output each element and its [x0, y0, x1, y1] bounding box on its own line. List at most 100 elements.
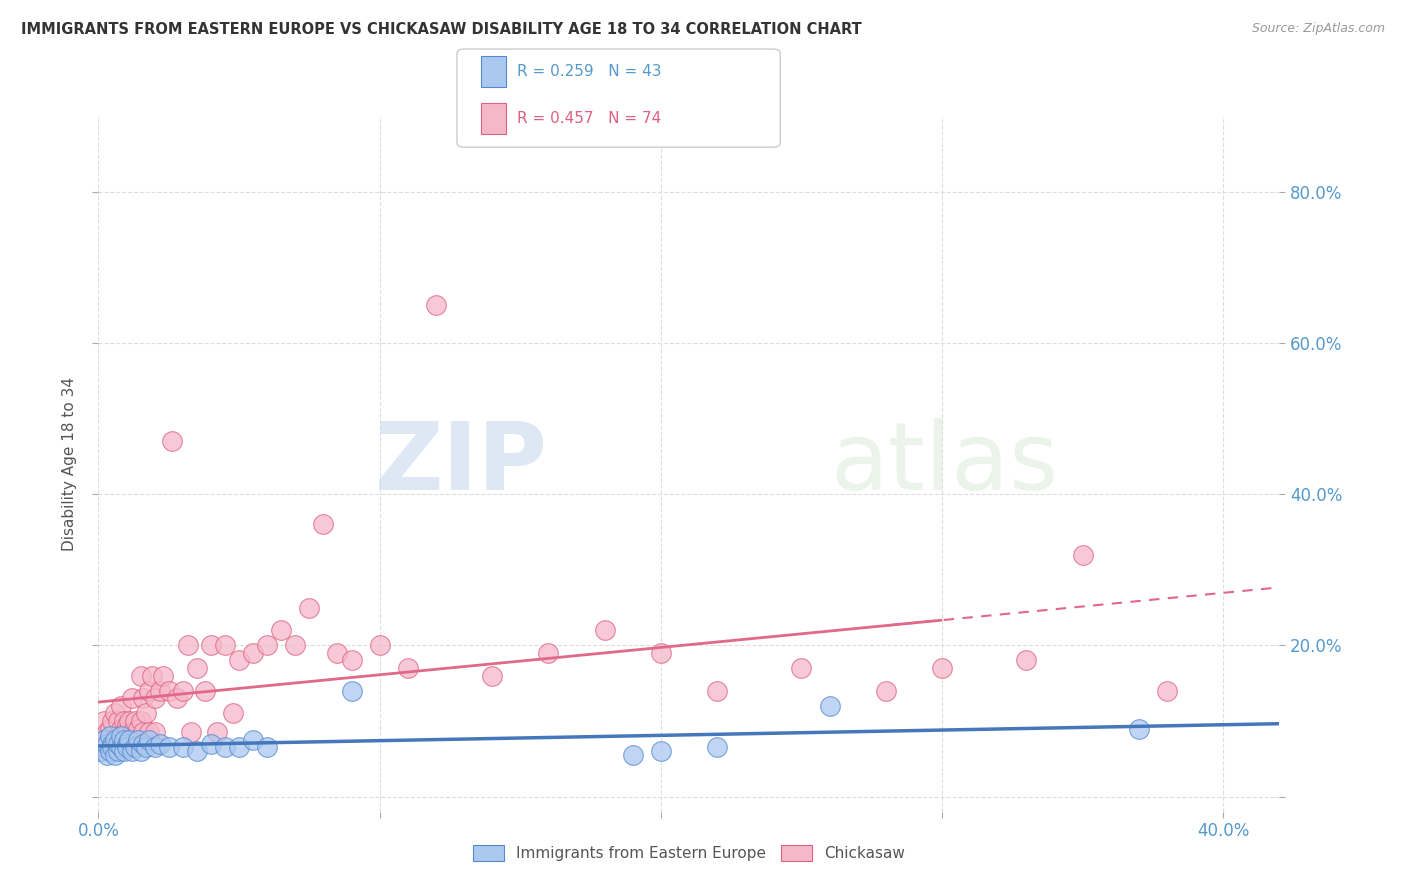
Point	[593, 624, 616, 638]
Point	[340, 653, 363, 667]
Point	[180, 725, 202, 739]
Point	[104, 732, 127, 747]
Point	[228, 740, 250, 755]
Point	[157, 740, 180, 755]
Point	[143, 725, 166, 739]
Point	[157, 683, 180, 698]
Point	[98, 744, 121, 758]
Point	[706, 740, 728, 755]
Point	[135, 740, 157, 755]
Point	[186, 744, 208, 758]
Point	[186, 661, 208, 675]
Point	[298, 600, 321, 615]
Point	[96, 747, 118, 762]
Point	[98, 740, 121, 755]
Point	[129, 668, 152, 682]
Point	[706, 683, 728, 698]
Point	[138, 683, 160, 698]
Point	[172, 683, 194, 698]
Point	[143, 691, 166, 706]
Y-axis label: Disability Age 18 to 34: Disability Age 18 to 34	[62, 376, 77, 551]
Text: IMMIGRANTS FROM EASTERN EUROPE VS CHICKASAW DISABILITY AGE 18 TO 34 CORRELATION : IMMIGRANTS FROM EASTERN EUROPE VS CHICKA…	[21, 22, 862, 37]
Point	[129, 714, 152, 728]
Point	[96, 737, 118, 751]
Point	[132, 737, 155, 751]
Point	[214, 740, 236, 755]
Point	[270, 624, 292, 638]
Point	[132, 691, 155, 706]
Point	[1071, 548, 1094, 562]
Point	[124, 714, 146, 728]
Point	[205, 725, 228, 739]
Point	[112, 732, 135, 747]
Point	[112, 714, 135, 728]
Point	[93, 714, 115, 728]
Point	[312, 517, 335, 532]
Point	[96, 725, 118, 739]
Text: atlas: atlas	[831, 417, 1059, 510]
Point	[107, 744, 129, 758]
Point	[1156, 683, 1178, 698]
Point	[222, 706, 245, 721]
Point	[284, 638, 307, 652]
Point	[138, 725, 160, 739]
Point	[160, 434, 183, 449]
Point	[1015, 653, 1038, 667]
Point	[107, 740, 129, 755]
Point	[104, 732, 127, 747]
Point	[875, 683, 897, 698]
Point	[104, 706, 127, 721]
Point	[818, 698, 841, 713]
Text: R = 0.457   N = 74: R = 0.457 N = 74	[517, 111, 662, 126]
Point	[118, 732, 141, 747]
Point	[172, 740, 194, 755]
Point	[790, 661, 813, 675]
Point	[107, 714, 129, 728]
Point	[118, 714, 141, 728]
Point	[112, 744, 135, 758]
Point	[650, 646, 672, 660]
Point	[396, 661, 419, 675]
Point	[90, 744, 112, 758]
Point	[242, 646, 264, 660]
Point	[115, 740, 138, 755]
Point	[621, 747, 644, 762]
Point	[93, 740, 115, 755]
Point	[127, 722, 149, 736]
Point	[107, 737, 129, 751]
Point	[135, 706, 157, 721]
Point	[101, 740, 124, 755]
Point	[101, 737, 124, 751]
Point	[127, 732, 149, 747]
Point	[98, 729, 121, 743]
Point	[141, 668, 163, 682]
Point	[214, 638, 236, 652]
Point	[228, 653, 250, 667]
Point	[118, 740, 141, 755]
Text: R = 0.259   N = 43: R = 0.259 N = 43	[517, 64, 662, 79]
Text: ZIP: ZIP	[374, 417, 547, 510]
Legend: Immigrants from Eastern Europe, Chickasaw: Immigrants from Eastern Europe, Chickasa…	[461, 833, 917, 873]
Point	[1128, 722, 1150, 736]
Text: Source: ZipAtlas.com: Source: ZipAtlas.com	[1251, 22, 1385, 36]
Point	[200, 638, 222, 652]
Point	[93, 732, 115, 747]
Point	[326, 646, 349, 660]
Point	[481, 668, 503, 682]
Point	[121, 725, 143, 739]
Point	[110, 722, 132, 736]
Point	[537, 646, 560, 660]
Point	[101, 714, 124, 728]
Point	[143, 740, 166, 755]
Point	[115, 725, 138, 739]
Point	[200, 737, 222, 751]
Point	[121, 744, 143, 758]
Point	[129, 744, 152, 758]
Point	[90, 732, 112, 747]
Point	[90, 744, 112, 758]
Point	[166, 691, 188, 706]
Point	[256, 638, 278, 652]
Point	[256, 740, 278, 755]
Point	[115, 717, 138, 731]
Point	[650, 744, 672, 758]
